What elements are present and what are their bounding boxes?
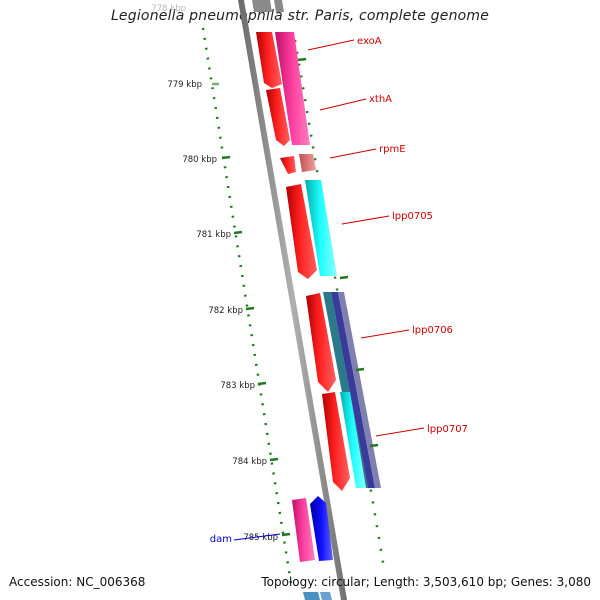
cds-rpmE-forward <box>280 156 296 174</box>
cds-bottom-stub <box>303 592 332 600</box>
cds-top-stub <box>252 0 284 12</box>
cds-dam-reverse <box>292 498 315 562</box>
gene-label-dam: dam <box>210 534 232 545</box>
tick-label-783: 783 kbp <box>220 381 255 391</box>
gene-leader-lines <box>233 39 425 541</box>
map-title: Legionella pneumophila str. Paris, compl… <box>110 8 490 24</box>
tick-label-779: 779 kbp <box>167 80 202 90</box>
cds-exoA-reverse <box>275 32 310 145</box>
tick-label-782: 782 kbp <box>208 306 243 316</box>
tick-label-780: 780 kbp <box>182 155 217 165</box>
cds-xthA-forward <box>266 88 290 146</box>
cds-lpp0707-forward <box>322 392 350 491</box>
gene-label-xthA: xthA <box>369 94 392 105</box>
gene-label-rpmE: rpmE <box>379 144 406 155</box>
kbp-tick-marks <box>212 57 379 537</box>
cds-exoA-forward <box>256 32 282 88</box>
tick-label-784: 784 kbp <box>232 457 267 467</box>
gene-label-lpp0707: lpp0707 <box>427 424 468 435</box>
accession-text: Accession: NC_006368 <box>9 575 146 589</box>
cds-dam-forward <box>310 496 333 561</box>
cds-lpp0707-reverse <box>340 392 366 488</box>
gene-label-lpp0705: lpp0705 <box>392 211 433 222</box>
tick-label-778: 778 kbp <box>151 4 186 14</box>
tick-label-785: 785 kbp <box>243 533 278 543</box>
cds-lpp0706-forward <box>306 293 336 392</box>
cds-rpmE-reverse <box>299 154 316 172</box>
gene-labels: exoA xthA rpmE lpp0705 lpp0706 lpp0707 d… <box>210 36 468 545</box>
cds-lpp0705-forward <box>286 184 317 279</box>
genome-summary-text: Topology: circular; Length: 3,503,610 bp… <box>261 575 591 589</box>
gene-label-exoA: exoA <box>357 36 382 47</box>
tick-label-781: 781 kbp <box>196 230 231 240</box>
kbp-tick-labels: 778 kbp 779 kbp 780 kbp 781 kbp 782 kbp … <box>151 4 278 543</box>
cds-lpp0705-reverse <box>305 180 337 276</box>
gene-label-lpp0706: lpp0706 <box>412 325 453 336</box>
genome-backbone <box>238 0 347 600</box>
